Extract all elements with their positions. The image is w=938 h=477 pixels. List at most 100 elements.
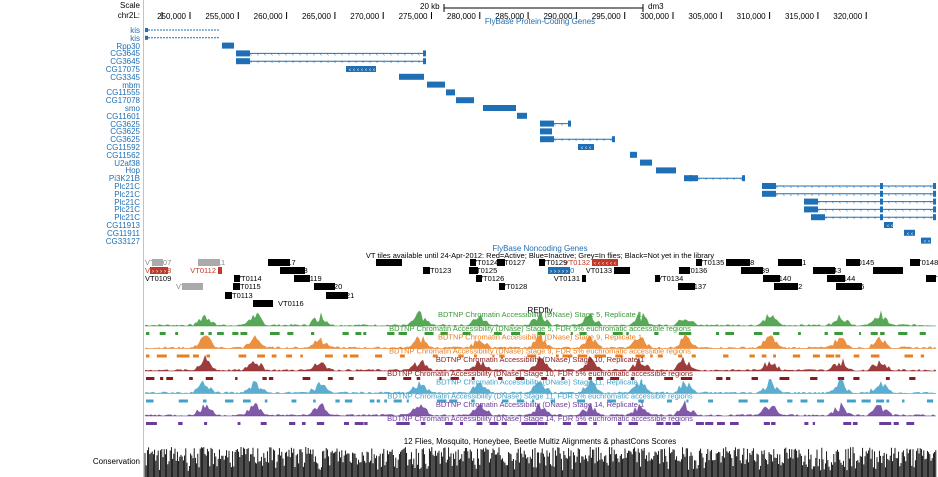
accessible-region[interactable] [440,332,448,335]
accessible-region[interactable] [205,377,214,380]
accessible-region[interactable] [462,332,471,335]
accessible-region[interactable] [175,332,179,335]
gene-model[interactable] [446,89,455,96]
accessible-region[interactable] [375,354,383,358]
accessible-region[interactable] [630,377,635,380]
accessible-region[interactable] [432,354,438,358]
accessible-region[interactable] [146,377,155,380]
accessible-region[interactable] [665,422,672,425]
accessible-region[interactable] [725,377,731,380]
gene-model[interactable] [578,144,594,150]
vt-tile-label[interactable]: VT0126 [478,274,504,283]
gene-model[interactable] [921,237,931,244]
accessible-region[interactable] [725,332,735,335]
accessible-region[interactable] [424,332,434,335]
accessible-region[interactable] [876,399,885,403]
accessible-region[interactable] [753,332,763,335]
accessible-region[interactable] [515,377,525,380]
accessible-region[interactable] [678,354,683,358]
vt-tile[interactable] [152,259,163,266]
accessible-region[interactable] [898,332,908,335]
gene-model[interactable] [222,42,234,49]
accessible-region[interactable] [716,377,723,380]
vt-tile[interactable] [268,259,290,266]
accessible-region[interactable] [393,399,402,403]
accessible-region[interactable] [723,354,729,358]
accessible-region[interactable] [439,377,442,380]
gene-label[interactable]: smo [124,104,140,113]
accessible-region[interactable] [224,399,234,403]
vt-tile-label[interactable]: VT0124 [472,258,498,267]
accessible-region[interactable] [489,422,499,425]
vt-tile[interactable] [846,259,860,266]
accessible-region[interactable] [182,354,190,358]
vt-tile[interactable] [314,283,335,290]
gene-label[interactable]: CG11592 [106,143,140,152]
accessible-region[interactable] [825,354,835,358]
gene-label[interactable]: CG11555 [106,88,140,98]
accessible-region[interactable] [885,422,892,425]
accessible-region[interactable] [577,399,586,403]
vt-tile[interactable] [678,283,695,290]
accessible-region[interactable] [325,354,333,358]
vt-tile[interactable] [499,283,505,290]
accessible-region[interactable] [189,377,193,380]
vt-tile-label[interactable]: VT0132 [564,258,590,267]
accessible-region[interactable] [404,422,410,425]
accessible-region[interactable] [160,377,164,380]
accessible-region[interactable] [146,399,154,403]
accessible-region[interactable] [206,354,210,358]
accessible-region[interactable] [521,422,531,425]
dnase-signal[interactable] [145,310,936,326]
accessible-region[interactable] [516,399,524,403]
vt-tile[interactable] [470,259,476,266]
accessible-region[interactable] [577,422,588,425]
accessible-region[interactable] [555,354,559,358]
vt-tile[interactable] [423,267,430,274]
vt-tile[interactable] [873,267,903,274]
accessible-region[interactable] [264,399,268,403]
accessible-region[interactable] [906,422,915,425]
accessible-region[interactable] [146,332,150,335]
accessible-region[interactable] [626,332,629,335]
accessible-region[interactable] [773,332,780,335]
dnase-signal[interactable] [145,354,936,371]
accessible-region[interactable] [715,332,720,335]
accessible-region[interactable] [904,354,913,358]
vt-tile[interactable] [614,267,630,274]
accessible-region[interactable] [846,399,856,403]
accessible-region[interactable] [501,399,509,403]
vt-tile[interactable] [198,259,220,266]
vt-tile[interactable] [234,275,240,282]
accessible-region[interactable] [178,399,188,403]
gene-model[interactable] [640,159,652,166]
gene-label[interactable]: Plc21C [114,189,140,199]
accessible-region[interactable] [146,422,155,425]
accessible-region[interactable] [800,399,808,403]
accessible-region[interactable] [537,332,546,335]
accessible-region[interactable] [499,354,505,358]
accessible-region[interactable] [824,332,828,335]
vt-tile[interactable] [476,275,482,282]
accessible-region[interactable] [498,377,503,380]
vt-tile-label[interactable]: VT0115 [235,282,261,291]
accessible-region[interactable] [562,354,573,358]
accessible-region[interactable] [835,354,841,358]
accessible-region[interactable] [344,422,350,425]
gene-label[interactable]: U2af38 [114,158,140,168]
accessible-region[interactable] [688,377,693,380]
accessible-region[interactable] [202,399,207,403]
gene-model[interactable] [346,66,376,72]
vt-tile[interactable] [679,267,690,274]
accessible-region[interactable] [493,332,502,335]
vt-tile-label[interactable]: VT0127 [499,258,525,267]
accessible-region[interactable] [816,399,824,403]
accessible-region[interactable] [399,354,405,358]
accessible-region[interactable] [363,332,367,335]
dnase-tracks[interactable]: BDTNP Chromatin Accessibility (DNase) St… [145,310,936,425]
accessible-region[interactable] [926,399,934,403]
accessible-region[interactable] [260,422,267,425]
accessible-region[interactable] [289,422,296,425]
accessible-region[interactable] [316,422,325,425]
accessible-region[interactable] [773,354,777,358]
